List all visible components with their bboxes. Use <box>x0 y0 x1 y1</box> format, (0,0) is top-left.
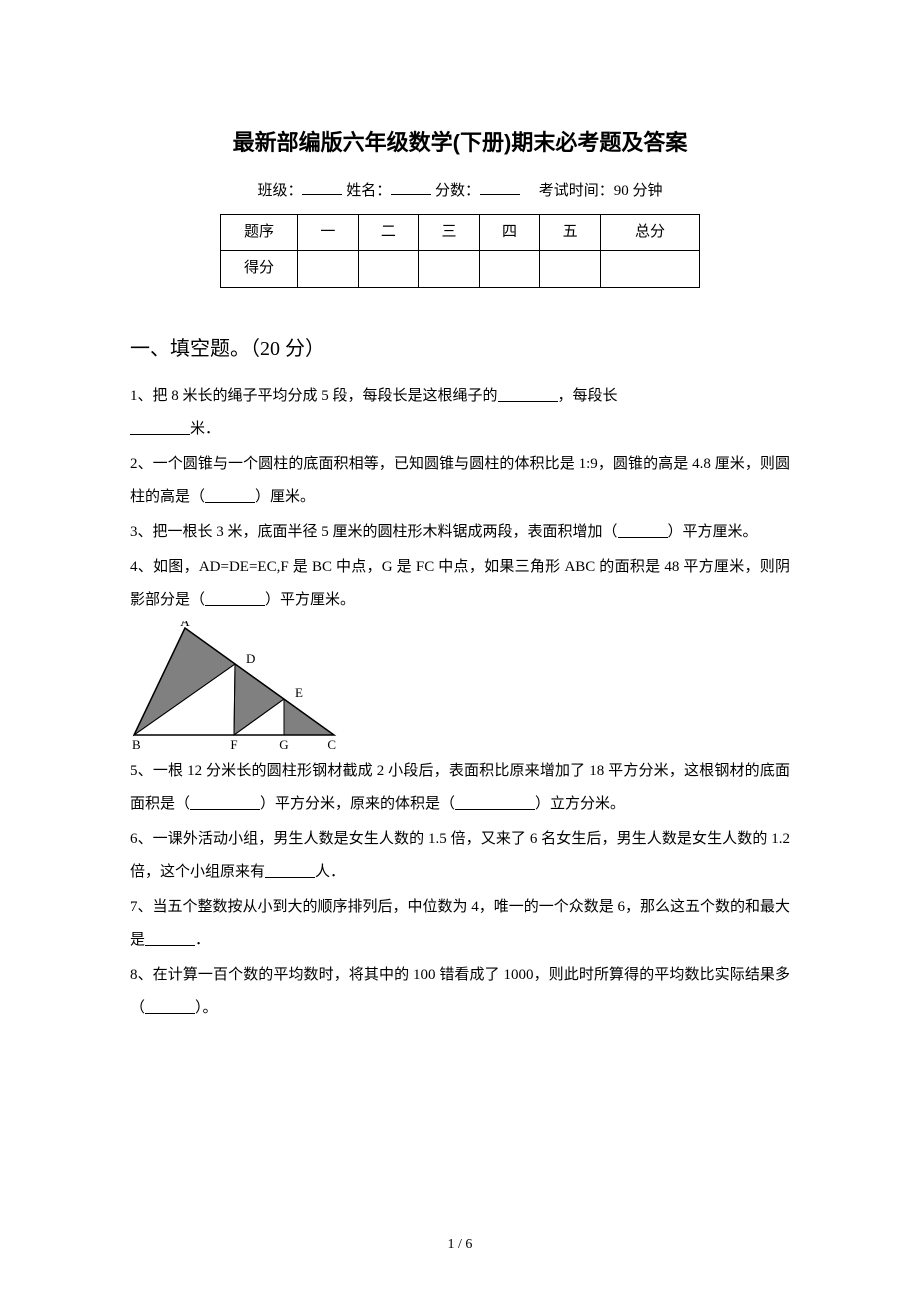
name-blank[interactable] <box>391 180 431 195</box>
td-2[interactable] <box>358 251 419 288</box>
label-E: E <box>295 685 303 700</box>
label-B: B <box>132 737 141 751</box>
label-D: D <box>246 651 255 666</box>
triangle-figure: A B C D E F G <box>130 621 350 751</box>
th-3: 三 <box>419 214 480 251</box>
th-label: 题序 <box>221 214 298 251</box>
q2-text-b: ）厘米。 <box>255 489 315 505</box>
score-table: 题序 一 二 三 四 五 总分 得分 <box>220 214 700 288</box>
q1-blank-2[interactable] <box>130 420 190 435</box>
q3-blank[interactable] <box>618 523 668 538</box>
page-number: 1 / 6 <box>0 1230 920 1259</box>
question-7: 7、当五个整数按从小到大的顺序排列后，中位数为 4，唯一的一个众数是 6，那么这… <box>130 891 790 957</box>
q8-text-a: 8、在计算一百个数的平均数时，将其中的 100 错看成了 1000，则此时所算得… <box>130 967 790 1016</box>
td-4[interactable] <box>479 251 540 288</box>
section-1-heading: 一、填空题。（20 分） <box>130 328 790 370</box>
q6-text-b: 人． <box>315 864 345 880</box>
td-3[interactable] <box>419 251 480 288</box>
q6-blank[interactable] <box>265 863 315 878</box>
question-1: 1、把 8 米长的绳子平均分成 5 段，每段长是这根绳子的 ，每段长 米． <box>130 380 790 446</box>
th-5: 五 <box>540 214 601 251</box>
info-line: 班级： 姓名： 分数： 考试时间：90 分钟 <box>130 176 790 208</box>
q2-blank[interactable] <box>205 488 255 503</box>
q5-text-b: ）平方分米，原来的体积是（ <box>260 796 455 812</box>
question-2: 2、一个圆锥与一个圆柱的底面积相等，已知圆锥与圆柱的体积比是 1:9，圆锥的高是… <box>130 448 790 514</box>
td-1[interactable] <box>298 251 359 288</box>
td-5[interactable] <box>540 251 601 288</box>
question-4: 4、如图，AD=DE=EC,F 是 BC 中点，G 是 FC 中点，如果三角形 … <box>130 551 790 617</box>
q1-text-a: 1、把 8 米长的绳子平均分成 5 段，每段长是这根绳子的 <box>130 388 498 404</box>
q1-blank-1[interactable] <box>498 387 558 402</box>
score-blank[interactable] <box>480 180 520 195</box>
score-label: 分数： <box>435 183 480 199</box>
label-G: G <box>279 737 288 751</box>
name-label: 姓名： <box>346 183 391 199</box>
question-6: 6、一课外活动小组，男生人数是女生人数的 1.5 倍，又来了 6 名女生后，男生… <box>130 823 790 889</box>
q1-text-c: 米． <box>190 421 220 437</box>
q4-text-b: ）平方厘米。 <box>265 592 355 608</box>
th-total: 总分 <box>600 214 699 251</box>
th-4: 四 <box>479 214 540 251</box>
class-blank[interactable] <box>302 180 342 195</box>
q8-text-b: ）。 <box>195 1000 218 1016</box>
question-5: 5、一根 12 分米长的圆柱形钢材截成 2 小段后，表面积比原来增加了 18 平… <box>130 755 790 821</box>
q7-blank[interactable] <box>145 931 195 946</box>
q4-blank[interactable] <box>205 591 265 606</box>
table-header-row: 题序 一 二 三 四 五 总分 <box>221 214 700 251</box>
td-label: 得分 <box>221 251 298 288</box>
q7-text-a: 7、当五个整数按从小到大的顺序排列后，中位数为 4，唯一的一个众数是 6，那么这… <box>130 899 790 948</box>
question-8: 8、在计算一百个数的平均数时，将其中的 100 错看成了 1000，则此时所算得… <box>130 959 790 1025</box>
label-C: C <box>327 737 336 751</box>
label-A: A <box>180 621 190 629</box>
time-label: 考试时间：90 分钟 <box>539 183 663 199</box>
q8-blank[interactable] <box>145 999 195 1014</box>
th-2: 二 <box>358 214 419 251</box>
shade-ABD <box>134 628 235 735</box>
q6-text-a: 6、一课外活动小组，男生人数是女生人数的 1.5 倍，又来了 6 名女生后，男生… <box>130 831 790 880</box>
q3-text-b: ）平方厘米。 <box>668 524 758 540</box>
label-F: F <box>230 737 237 751</box>
q3-text-a: 3、把一根长 3 米，底面半径 5 厘米的圆柱形木料锯成两段，表面积增加（ <box>130 524 618 540</box>
shade-DFE <box>234 664 284 735</box>
q5-blank-1[interactable] <box>190 795 260 810</box>
th-1: 一 <box>298 214 359 251</box>
td-total[interactable] <box>600 251 699 288</box>
page-title: 最新部编版六年级数学(下册)期末必考题及答案 <box>130 120 790 166</box>
class-label: 班级： <box>257 183 302 199</box>
q1-text-b: ，每段长 <box>558 388 618 404</box>
question-3: 3、把一根长 3 米，底面半径 5 厘米的圆柱形木料锯成两段，表面积增加（ ）平方… <box>130 516 790 549</box>
q5-blank-2[interactable] <box>455 795 535 810</box>
table-score-row: 得分 <box>221 251 700 288</box>
q5-text-c: ）立方分米。 <box>535 796 625 812</box>
q7-text-b: ． <box>195 932 210 948</box>
